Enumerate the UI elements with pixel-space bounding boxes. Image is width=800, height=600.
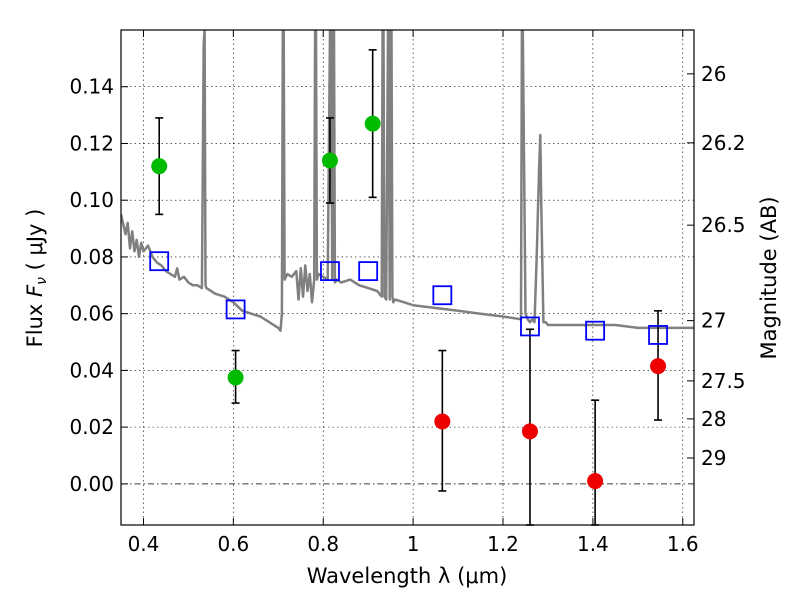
model-spectrum bbox=[121, 30, 694, 332]
x-tick-label: 0.4 bbox=[128, 532, 160, 556]
y-tick-label: 0.10 bbox=[69, 188, 114, 212]
non-detection-point bbox=[434, 413, 451, 430]
data-points bbox=[149, 49, 668, 526]
detection-point bbox=[364, 115, 381, 132]
x-tick-label: 0.6 bbox=[217, 532, 249, 556]
model-flux-square bbox=[585, 320, 606, 341]
model-flux-square bbox=[225, 299, 246, 320]
model-flux-square bbox=[149, 251, 170, 272]
y-axis-label: Flux Fν ( μJy ) bbox=[23, 209, 50, 348]
y2-tick-label: 28 bbox=[701, 407, 726, 431]
x-axis-label: Wavelength λ (μm) bbox=[307, 564, 508, 588]
y2-axis-label: Magnitude (AB) bbox=[757, 196, 781, 359]
model-flux-square bbox=[648, 325, 668, 345]
y2-tick-label: 26 bbox=[701, 62, 726, 86]
y-tick-label: 0.12 bbox=[69, 131, 114, 155]
y-tick-label: 0.00 bbox=[69, 472, 114, 496]
non-detection-point bbox=[587, 473, 604, 490]
y2-tick-label: 29 bbox=[701, 446, 726, 470]
plot-frame bbox=[120, 29, 695, 526]
detection-point bbox=[321, 152, 338, 169]
model-flux-square bbox=[358, 261, 379, 282]
x-tick-label: 0.8 bbox=[307, 532, 339, 556]
y-tick-label: 0.08 bbox=[69, 245, 114, 269]
non-detection-point bbox=[521, 423, 538, 440]
y2-tick-label: 27 bbox=[701, 309, 726, 333]
y-tick-label: 0.02 bbox=[69, 415, 114, 439]
y2-tick-label: 27.5 bbox=[701, 369, 746, 393]
model-flux-square bbox=[520, 316, 540, 337]
non-detection-point bbox=[650, 358, 667, 375]
spectrum-line bbox=[121, 30, 694, 332]
y2-tick-label: 26.5 bbox=[701, 213, 746, 237]
axis-ticks: 0.4 0.6 0.8 1 1.2 1.4 1.6 0.00 0.02 0.04 0.06 0.08 0… bbox=[69, 30, 746, 556]
y-tick-label: 0.06 bbox=[69, 302, 114, 326]
detection-point bbox=[227, 369, 244, 386]
y-tick-label: 0.04 bbox=[69, 358, 114, 382]
grid-lines bbox=[121, 30, 694, 525]
x-tick-label: 1.6 bbox=[667, 532, 699, 556]
model-flux-square bbox=[320, 261, 340, 282]
y2-tick-label: 26.2 bbox=[701, 131, 746, 155]
detection-point bbox=[151, 158, 168, 175]
x-tick-label: 1.4 bbox=[577, 532, 609, 556]
x-tick-label: 1.2 bbox=[487, 532, 519, 556]
y-tick-label: 0.14 bbox=[69, 75, 114, 99]
model-flux-square bbox=[432, 285, 453, 306]
x-tick-label: 1 bbox=[407, 532, 420, 556]
